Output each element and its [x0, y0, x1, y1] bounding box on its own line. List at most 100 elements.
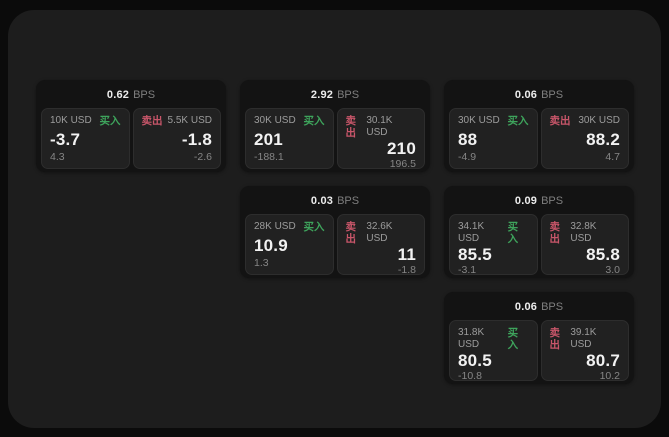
card-header: 0.06 BPS [444, 292, 634, 318]
quote-card: 0.06 BPS 31.8K USD 买入 80.5 -10.8 卖出 39.1… [444, 292, 634, 384]
bps-value: 0.09 [514, 194, 538, 207]
sell-price: 11 [397, 245, 416, 264]
sell-delta: 3.0 [605, 264, 620, 276]
card-header: 2.92 BPS [240, 80, 430, 106]
sell-price: 85.8 [586, 245, 620, 264]
bps-unit-label: BPS [541, 194, 564, 207]
buy-top-row: 28K USD 买入 [254, 221, 325, 233]
sell-top-row: 卖出 32.8K USD [550, 221, 621, 245]
quote-panels: 31.8K USD 买入 80.5 -10.8 卖出 39.1K USD 80.… [444, 318, 634, 386]
sell-amount: 30.1K USD [366, 115, 393, 138]
buy-side-label: 买入 [99, 115, 121, 127]
buy-delta: 1.3 [254, 257, 269, 269]
buy-amount: 30K USD [254, 115, 296, 126]
buy-price: 88 [458, 129, 478, 149]
buy-delta: -10.8 [458, 370, 482, 382]
quote-panels: 30K USD 买入 201 -188.1 卖出 30.1K USD 210 1… [240, 106, 430, 174]
bps-unit-label: BPS [541, 300, 564, 313]
sell-panel[interactable]: 卖出 32.8K USD 85.8 3.0 [540, 214, 629, 276]
buy-panel[interactable]: 31.8K USD 买入 80.5 -10.8 [449, 320, 538, 382]
sell-amount: 39.1K USD [570, 327, 597, 350]
buy-delta: -188.1 [254, 151, 284, 163]
buy-panel[interactable]: 30K USD 买入 88 -4.9 [449, 108, 538, 169]
quote-card: 0.09 BPS 34.1K USD 买入 85.5 -3.1 卖出 32.8K… [444, 186, 634, 278]
bps-value: 0.03 [310, 194, 334, 207]
buy-panel[interactable]: 30K USD 买入 201 -188.1 [245, 108, 334, 169]
buy-top-row: 10K USD 买入 [50, 115, 121, 127]
bps-unit-label: BPS [337, 194, 360, 207]
buy-top-row: 31.8K USD 买入 [458, 327, 529, 351]
sell-amount: 32.6K USD [366, 221, 393, 244]
sell-price: 80.7 [586, 351, 620, 370]
sell-panel[interactable]: 卖出 30K USD 88.2 4.7 [540, 108, 629, 169]
sell-delta: 4.7 [605, 151, 620, 163]
buy-delta: 4.3 [50, 151, 65, 163]
buy-panel[interactable]: 34.1K USD 买入 85.5 -3.1 [449, 214, 538, 276]
sell-top-row: 卖出 5.5K USD [142, 115, 213, 127]
sell-price: 210 [387, 139, 416, 158]
buy-amount: 30K USD [458, 115, 500, 126]
sell-delta: 196.5 [389, 158, 416, 170]
card-header: 0.62 BPS [36, 80, 226, 106]
quote-card: 0.06 BPS 30K USD 买入 88 -4.9 卖出 30K USD 8… [444, 80, 634, 172]
buy-top-row: 30K USD 买入 [254, 115, 325, 127]
sell-panel[interactable]: 卖出 5.5K USD -1.8 -2.6 [132, 108, 221, 169]
sell-top-row: 卖出 39.1K USD [550, 327, 621, 351]
sell-price: -1.8 [181, 129, 212, 149]
bps-value: 2.92 [310, 88, 334, 101]
sell-top-row: 卖出 32.6K USD [346, 221, 417, 245]
buy-price: -3.7 [50, 129, 81, 149]
buy-delta: -4.9 [458, 151, 477, 163]
buy-price: 85.5 [458, 245, 492, 264]
sell-panel[interactable]: 卖出 39.1K USD 80.7 10.2 [540, 320, 629, 382]
buy-price: 201 [254, 129, 283, 149]
sell-amount: 30K USD [578, 115, 620, 126]
buy-delta: -3.1 [458, 264, 477, 276]
sell-price: 88.2 [586, 129, 620, 149]
buy-price: 10.9 [254, 235, 288, 255]
sell-delta: 10.2 [599, 370, 620, 382]
bps-unit-label: BPS [541, 88, 564, 101]
sell-side-label: 卖出 [345, 221, 357, 245]
buy-panel[interactable]: 28K USD 买入 10.9 1.3 [245, 214, 334, 275]
sell-amount: 32.8K USD [570, 221, 597, 244]
buy-price: 80.5 [458, 351, 492, 370]
card-header: 0.09 BPS [444, 186, 634, 212]
quote-card: 2.92 BPS 30K USD 买入 201 -188.1 卖出 30.1K … [240, 80, 430, 172]
buy-side-label: 买入 [507, 115, 529, 127]
sell-side-label: 卖出 [345, 115, 357, 139]
quote-panels: 10K USD 买入 -3.7 4.3 卖出 5.5K USD -1.8 -2.… [36, 106, 226, 174]
sell-panel[interactable]: 卖出 32.6K USD 11 -1.8 [336, 214, 425, 276]
sell-delta: -1.8 [397, 264, 416, 276]
sell-side-label: 卖出 [141, 115, 163, 127]
card-header: 0.06 BPS [444, 80, 634, 106]
sell-side-label: 卖出 [549, 221, 561, 245]
buy-side-label: 买入 [303, 115, 325, 127]
buy-side-label: 买入 [507, 221, 519, 245]
sell-amount: 5.5K USD [167, 115, 212, 126]
sell-top-row: 卖出 30K USD [550, 115, 621, 127]
quote-card: 0.03 BPS 28K USD 买入 10.9 1.3 卖出 32.6K US… [240, 186, 430, 278]
sell-top-row: 卖出 30.1K USD [346, 115, 417, 139]
buy-top-row: 30K USD 买入 [458, 115, 529, 127]
bps-value: 0.06 [514, 300, 538, 313]
quote-panels: 28K USD 买入 10.9 1.3 卖出 32.6K USD 11 -1.8 [240, 212, 430, 280]
buy-panel[interactable]: 10K USD 买入 -3.7 4.3 [41, 108, 130, 169]
quote-card: 0.62 BPS 10K USD 买入 -3.7 4.3 卖出 5.5K USD… [36, 80, 226, 172]
buy-side-label: 买入 [507, 327, 519, 351]
buy-side-label: 买入 [303, 221, 325, 233]
bps-unit-label: BPS [337, 88, 360, 101]
quote-panels: 30K USD 买入 88 -4.9 卖出 30K USD 88.2 4.7 [444, 106, 634, 174]
bps-value: 0.06 [514, 88, 538, 101]
sell-side-label: 卖出 [549, 115, 571, 127]
buy-amount: 31.8K USD [458, 327, 485, 350]
sell-delta: -2.6 [193, 151, 212, 163]
buy-amount: 34.1K USD [458, 221, 485, 244]
card-header: 0.03 BPS [240, 186, 430, 212]
sell-side-label: 卖出 [549, 327, 561, 351]
sell-panel[interactable]: 卖出 30.1K USD 210 196.5 [336, 108, 425, 170]
buy-amount: 10K USD [50, 115, 92, 126]
app-window: 0.62 BPS 10K USD 买入 -3.7 4.3 卖出 5.5K USD… [8, 10, 661, 428]
bps-value: 0.62 [106, 88, 130, 101]
bps-unit-label: BPS [133, 88, 156, 101]
